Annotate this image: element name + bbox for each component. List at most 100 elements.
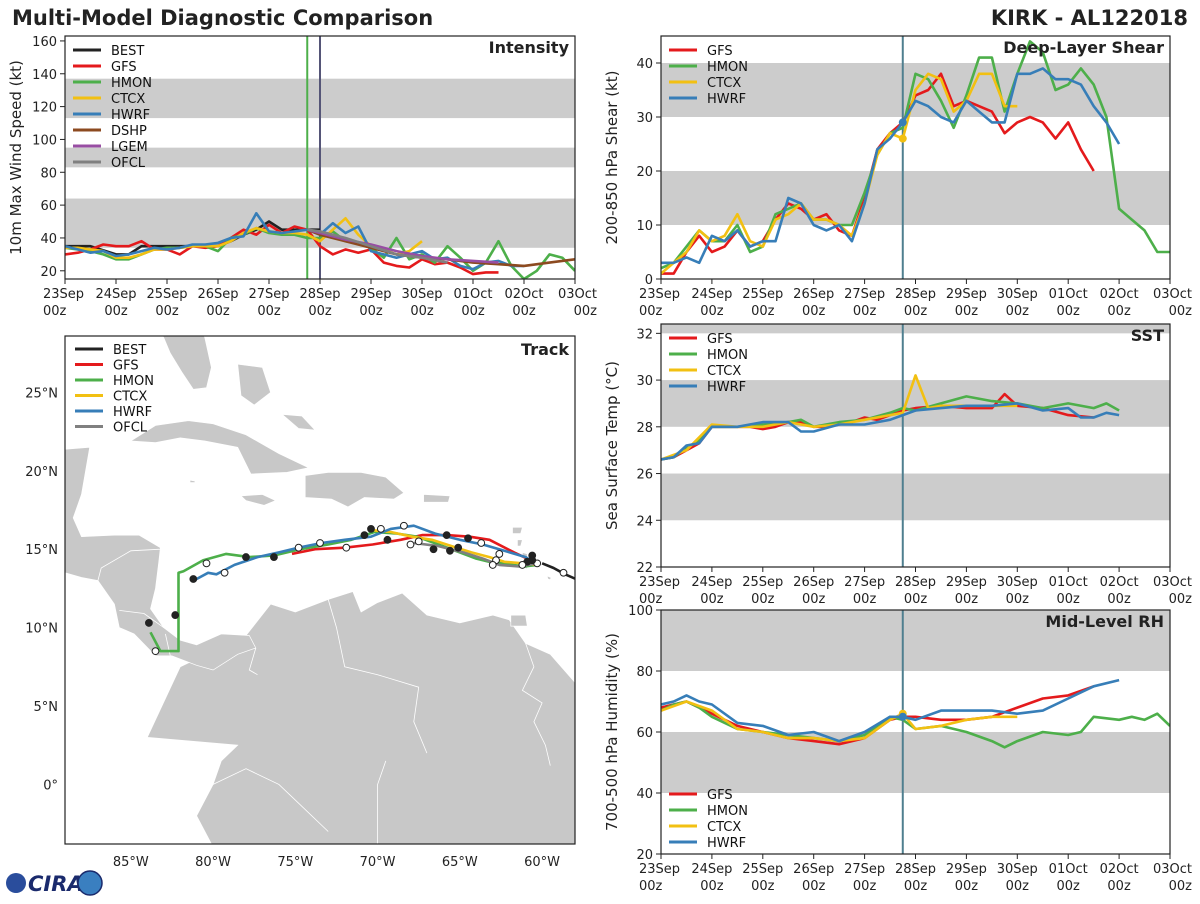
sst-title: SST [1131,326,1164,345]
track-position-marker-filled [242,553,250,561]
shear-ytick-label: 30 [636,111,653,126]
rh-panel: 20 40 60 80 100 23Sep 00z 24Sep 00z 25Sep 00z 26Sep… [603,604,1192,894]
shear-ytick-label: 0 [645,273,653,288]
rh-ytick-label: 100 [628,604,653,619]
intensity-xtick-date: 23Sep [43,287,84,302]
rh-title: Mid-Level RH [1045,612,1164,631]
rh-legend-label-ctcx: CTCX [707,820,741,835]
shear-ytick-label: 40 [636,57,653,72]
shear-ytick-label: 20 [636,165,653,180]
intensity-ytick-label: 140 [32,68,57,83]
sst-xtick-hour: 00z [853,592,877,607]
track-position-marker-filled [429,545,438,554]
track-title: Track [521,340,569,359]
track-position-marker-filled [383,535,392,544]
sst-xtick-date: 25Sep [742,575,783,590]
rh-series-group [661,678,1170,749]
country-border-4 [119,610,164,628]
track-position-marker-open [414,537,423,546]
shear-xtick-date: 02Oct [1100,287,1139,302]
bahamas-islands [237,363,272,406]
dominica-island [517,539,523,547]
intensity-ytick-label: 80 [40,166,57,181]
intensity-legend-label-gfs: GFS [111,60,137,75]
track-position-marker-open [488,561,497,569]
sst-xtick-date: 01Oct [1049,575,1088,590]
track-position-marker-open [342,543,351,552]
track-position-marker-filled [605,583,612,590]
track-lat-label: 0° [43,778,58,793]
sst-xtick-hour: 00z [1006,592,1030,607]
intensity-xtick-hour: 00z [410,304,434,319]
track-position-marker-open [559,568,568,577]
intensity-ytick-label: 20 [40,265,57,280]
intensity-ytick-label: 100 [32,133,57,148]
track-lon-label: 70°W [360,855,396,870]
track-position-marker-open [151,647,160,656]
sst-ytick-label: 32 [636,327,653,342]
intensity-xtick-hour: 00z [155,304,179,319]
rh-xtick-hour: 00z [1057,879,1081,894]
storm-id: KIRK - AL122018 [991,6,1188,30]
sst-legend-label-gfs: GFS [707,332,733,347]
intensity-series-group [65,212,575,279]
shear-legend-label-hwrf: HWRF [707,92,746,107]
track-lat-label: 5°N [34,700,59,715]
figure-title: Multi-Model Diagnostic Comparison [12,6,433,30]
sst-xtick-hour: 00z [700,592,724,607]
sst-xtick-hour: 00z [802,592,826,607]
track-position-marker-open [316,539,324,547]
rh-xtick-date: 28Sep [895,862,936,877]
rh-series-ctcx [661,700,1018,743]
trinidad-island [510,614,528,627]
guadeloupe-island [512,526,523,534]
rh-legend-label-hwrf: HWRF [707,836,746,851]
sst-xtick-date: 03Oct [1153,575,1192,590]
track-position-marker-open [477,539,486,547]
sst-xtick-hour: 00z [1107,592,1131,607]
sst-band-1 [661,380,1170,427]
shear-ytick-label: 10 [636,219,653,234]
intensity-ylabel: 10m Max Wind Speed (kt) [7,60,25,255]
intensity-legend-label-lgem: LGEM [111,140,148,155]
sst-ytick-label: 26 [636,468,653,483]
intensity-xtick-hour: 00z [104,304,128,319]
intensity-ytick-label: 60 [40,199,57,214]
intensity-xtick-hour: 00z [461,304,485,319]
intensity-xtick-hour: 00z [257,304,281,319]
hispaniola-island [304,472,405,508]
sst-xtick-date: 28Sep [895,575,936,590]
track-series-hmon [149,530,538,653]
shear-xtick-hour: 00z [1006,304,1030,319]
track-position-marker-open [294,543,303,552]
intensity-xtick-date: 25Sep [146,287,187,302]
rh-band-1 [661,610,1170,671]
intensity-xtick-date: 02Oct [504,287,543,302]
track-frame [64,335,576,845]
intensity-xtick-date: 03Oct [558,287,597,302]
track-position-marker-filled [145,619,153,627]
shear-xtick-date: 29Sep [946,287,987,302]
country-border-3 [248,647,258,676]
sst-xtick-date: 02Oct [1100,575,1139,590]
track-map-group [65,336,612,844]
country-border-2 [574,751,575,754]
sst-legend-label-hwrf: HWRF [707,380,746,395]
rh-xtick-hour: 00z [1006,879,1030,894]
track-position-marker-open [376,524,385,533]
intensity-xtick-date: 01Oct [453,287,492,302]
rh-xtick-date: 29Sep [946,862,987,877]
track-series-best [541,562,575,581]
rh-xtick-hour: 00z [853,879,877,894]
rh-xtick-hour: 00z [955,879,979,894]
rh-xtick-date: 03Oct [1153,862,1192,877]
sst-xtick-date: 23Sep [639,575,680,590]
intensity-panel: 20 40 60 80 100 120 140 160 23Sep 00z 24Sep 00z 25Se… [7,35,597,319]
sst-ylabel: Sea Surface Temp (°C) [603,361,621,530]
intensity-series-ctcx [65,217,423,259]
intensity-xtick-date: 24Sep [95,287,136,302]
shear-xtick-hour: 00z [751,304,775,319]
track-lon-label: 80°W [195,855,231,870]
